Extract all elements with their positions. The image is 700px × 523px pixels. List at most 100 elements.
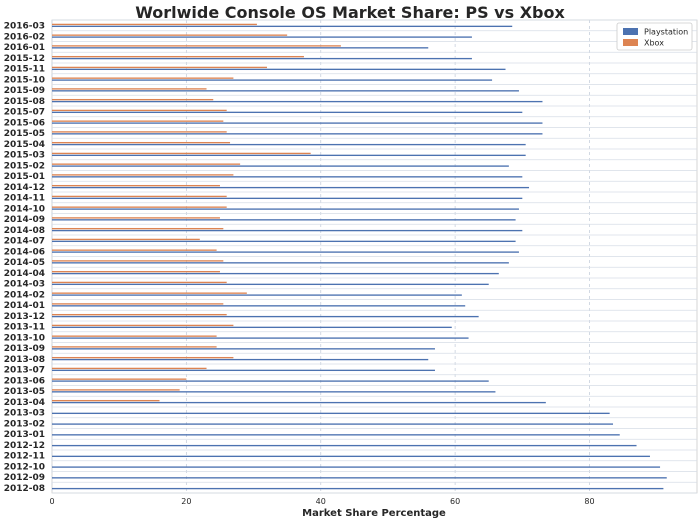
x-tick-label: 80 xyxy=(584,497,594,506)
bar-xbox xyxy=(52,303,224,305)
y-tick-label: 2013-06 xyxy=(4,376,45,386)
bar-playstation xyxy=(52,122,543,124)
bar-playstation xyxy=(52,165,509,167)
bar-xbox xyxy=(52,77,234,79)
y-tick-label: 2012-08 xyxy=(4,484,45,494)
bar-playstation xyxy=(52,79,493,81)
y-tick-label: 2013-02 xyxy=(4,419,45,429)
y-tick-label: 2014-01 xyxy=(4,301,45,311)
y-tick-label: 2014-09 xyxy=(4,215,45,225)
bar-xbox xyxy=(52,292,247,294)
bars xyxy=(52,23,667,490)
y-tick-label: 2014-05 xyxy=(4,258,45,268)
bar-xbox xyxy=(52,152,311,155)
bar-xbox xyxy=(52,98,214,101)
y-tick-label: 2014-11 xyxy=(4,194,45,204)
bar-playstation xyxy=(52,57,472,60)
bar-playstation xyxy=(52,90,519,92)
bar-xbox xyxy=(52,174,234,176)
y-tick-label: 2015-09 xyxy=(4,86,45,96)
y-tick-label: 2012-10 xyxy=(4,462,45,472)
bar-xbox xyxy=(52,88,207,90)
bar-playstation xyxy=(52,143,526,146)
y-tick-label: 2016-03 xyxy=(4,22,45,32)
y-tick-label: 2015-01 xyxy=(4,172,45,182)
bar-playstation xyxy=(52,272,499,275)
y-tick-label: 2012-12 xyxy=(4,441,45,451)
y-tick-label: 2013-07 xyxy=(4,366,45,376)
y-tick-label: 2015-11 xyxy=(4,65,45,75)
bar-playstation xyxy=(52,262,509,264)
bar-playstation xyxy=(52,251,519,253)
legend-swatch-playstation xyxy=(623,28,638,35)
bar-playstation xyxy=(52,466,661,468)
bar-xbox xyxy=(52,131,227,133)
bar-xbox xyxy=(52,45,341,47)
bar-xbox xyxy=(52,227,224,230)
y-tick-label: 2014-08 xyxy=(4,226,45,236)
bar-playstation xyxy=(52,358,429,361)
y-tick-label: 2013-01 xyxy=(4,430,45,440)
bar-playstation xyxy=(52,111,523,114)
gridlines xyxy=(51,19,697,494)
y-tick-label: 2015-02 xyxy=(4,161,45,171)
bar-playstation xyxy=(52,176,523,178)
bar-xbox xyxy=(52,141,231,144)
y-tick-label: 2014-04 xyxy=(4,269,45,279)
bar-xbox xyxy=(52,324,234,327)
y-tick-label: 2014-10 xyxy=(4,204,45,214)
bar-xbox xyxy=(52,163,241,165)
bar-playstation xyxy=(52,315,479,318)
bar-xbox xyxy=(52,281,227,284)
y-tick-label: 2013-04 xyxy=(4,398,45,408)
y-tick-label: 2015-05 xyxy=(4,129,45,139)
bar-xbox xyxy=(52,260,224,262)
y-tick-label: 2015-10 xyxy=(4,75,45,85)
bar-xbox xyxy=(52,195,227,198)
legend[interactable]: Playstation Xbox xyxy=(616,22,693,51)
bar-playstation xyxy=(52,380,489,382)
bar-playstation xyxy=(52,154,526,157)
bar-xbox xyxy=(52,120,224,122)
y-tick-label: 2015-08 xyxy=(4,97,45,107)
y-tick-label: 2015-06 xyxy=(4,118,45,128)
bar-xbox xyxy=(52,109,227,112)
bar-playstation xyxy=(52,337,469,339)
bar-playstation xyxy=(52,36,472,38)
bar-playstation xyxy=(52,412,610,415)
y-axis-ticks: 2016-032016-022016-012015-122015-112015-… xyxy=(4,22,45,494)
bar-xbox xyxy=(52,270,220,273)
bar-xbox xyxy=(52,399,160,402)
x-axis-ticks: 0 20 40 60 80 xyxy=(49,497,594,506)
legend-label-xbox: Xbox xyxy=(644,39,664,48)
bar-xbox xyxy=(52,34,288,36)
bar-playstation xyxy=(52,477,667,479)
bar-playstation xyxy=(52,401,546,404)
y-tick-label: 2013-05 xyxy=(4,387,45,397)
bar-playstation xyxy=(52,186,530,189)
bar-xbox xyxy=(52,346,217,348)
bar-playstation xyxy=(52,229,523,232)
y-tick-label: 2015-03 xyxy=(4,151,45,161)
chart-title: Worlwide Console OS Market Share: PS vs … xyxy=(135,3,565,22)
bar-playstation xyxy=(52,326,452,329)
x-axis-label: Market Share Percentage xyxy=(302,508,446,519)
bar-playstation xyxy=(52,240,516,243)
bar-playstation xyxy=(52,455,650,458)
bar-xbox xyxy=(52,66,267,69)
y-tick-label: 2013-10 xyxy=(4,333,45,343)
bar-playstation xyxy=(52,68,506,71)
legend-label-playstation: Playstation xyxy=(644,28,688,37)
y-tick-label: 2014-12 xyxy=(4,183,45,193)
bar-playstation xyxy=(52,423,614,425)
bar-playstation xyxy=(52,133,543,135)
bar-playstation xyxy=(52,283,489,286)
bar-playstation xyxy=(52,444,637,447)
bar-playstation xyxy=(52,208,519,210)
y-tick-label: 2014-02 xyxy=(4,290,45,300)
bar-playstation xyxy=(52,487,664,490)
y-tick-label: 2014-03 xyxy=(4,280,45,290)
bar-playstation xyxy=(52,391,496,393)
